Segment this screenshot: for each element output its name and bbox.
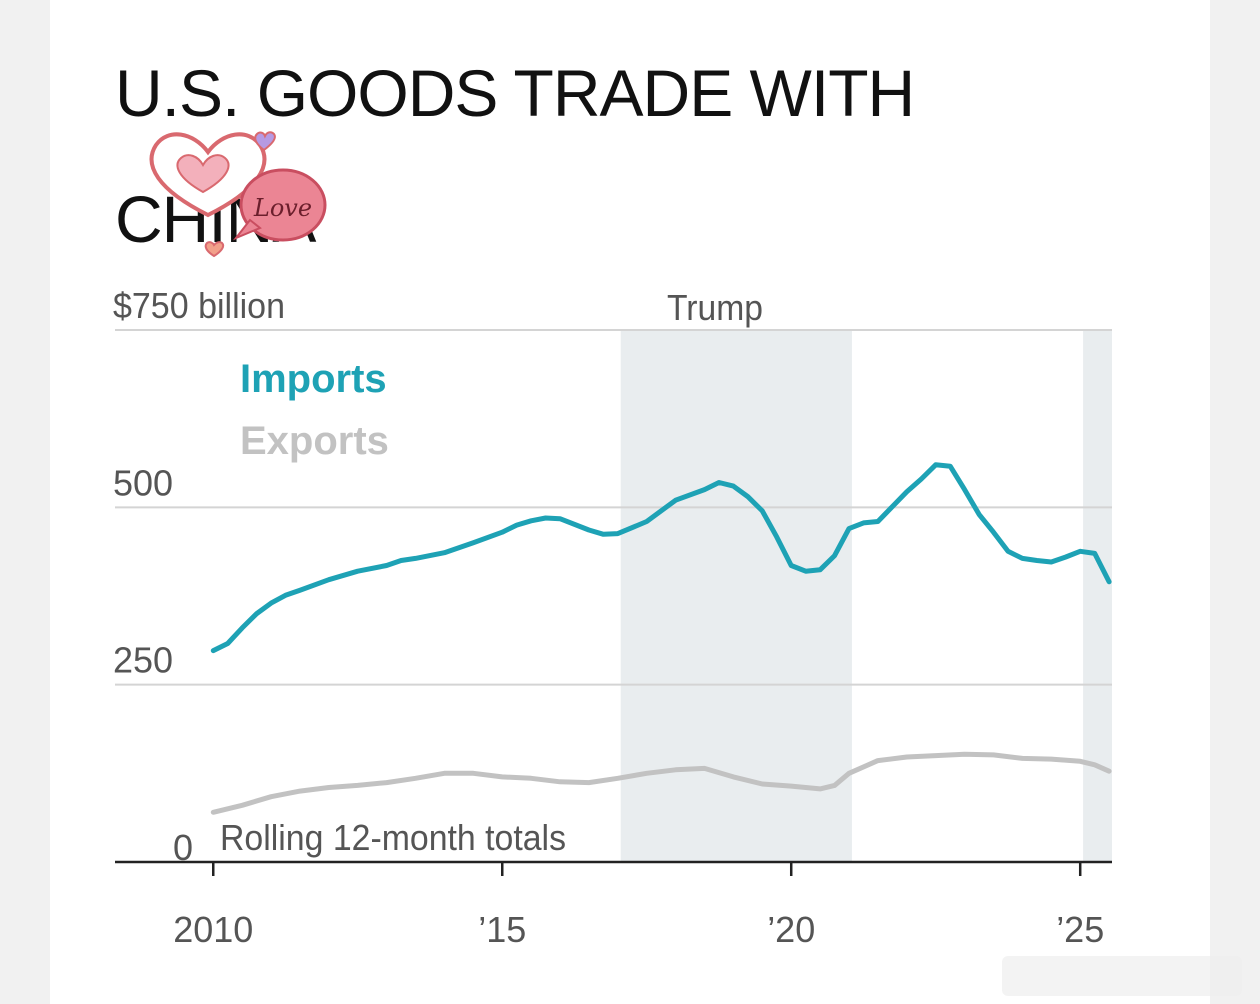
sticker-love-text: Love	[253, 194, 312, 222]
series-line-exports	[210, 751, 1112, 815]
sticker-tiny-heart	[204, 241, 225, 258]
sticker-inner-heart	[176, 154, 230, 194]
legend-exports: Exports	[240, 419, 389, 463]
sticker-small-heart	[254, 131, 276, 152]
legend-imports: Imports	[240, 357, 387, 401]
y-tick-label-250: 250	[113, 640, 173, 681]
watermark-block	[1002, 956, 1242, 996]
sticker-love-bubble	[239, 168, 327, 242]
watermark-icon	[1002, 956, 1242, 996]
love-heart-sticker-icon: Love	[149, 131, 327, 258]
axes	[115, 860, 1112, 876]
x-tick-label-2025: ’25	[1056, 909, 1104, 950]
x-tick-label-2020: ’20	[767, 909, 815, 950]
chart-subtitle: Rolling 12-month totals	[220, 817, 566, 858]
x-tick-label-2010: 2010	[173, 909, 253, 950]
x-tick-label-2015: ’15	[478, 909, 526, 950]
sticker-bubble-tail	[232, 218, 262, 241]
series-line-imports	[210, 462, 1112, 654]
series-lines	[210, 462, 1112, 815]
y-tick-label-500: 500	[113, 462, 173, 503]
shaded-periods	[620, 330, 1112, 862]
shaded-period-0	[620, 330, 852, 862]
shaded-period-1	[1083, 330, 1112, 862]
shaded-period-label: Trump	[667, 287, 763, 328]
gridlines	[115, 329, 1112, 686]
y-tick-label-750: $750 billion	[113, 285, 285, 326]
y-tick-label-0: 0	[173, 827, 193, 868]
chart-labels: Trump 0 250 500 $750 billion 2010 ’15 ’20 ’25 Imp…	[113, 285, 1104, 950]
